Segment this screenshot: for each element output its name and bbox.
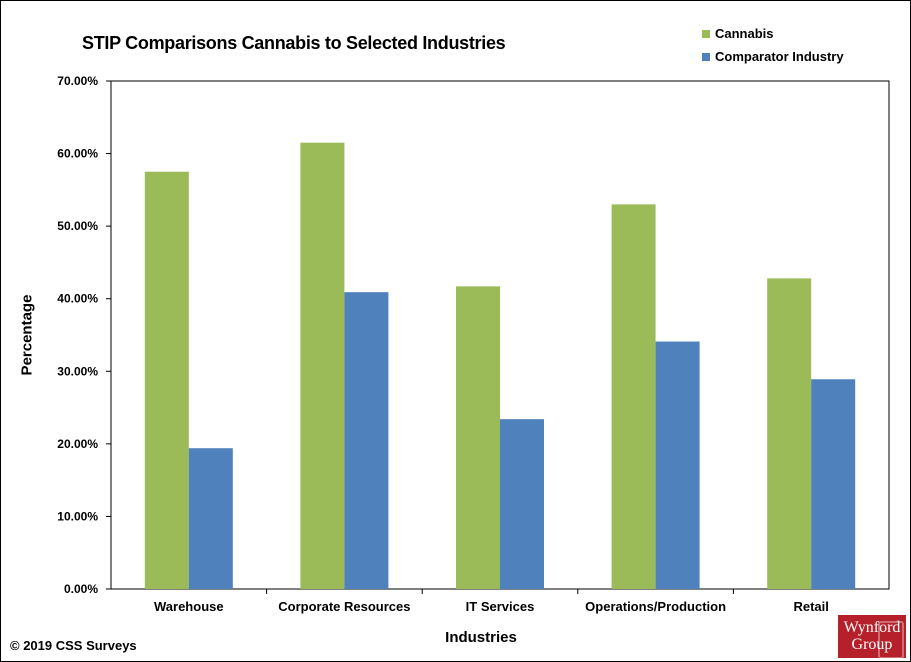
- x-tick-label: Warehouse: [154, 599, 224, 614]
- logo-line-1: Wynford: [843, 619, 901, 636]
- copyright-text: © 2019 CSS Surveys: [10, 638, 137, 653]
- bar-cannabis: [144, 171, 189, 589]
- legend-swatch-cannabis: [702, 29, 710, 38]
- legend-item-comparator: Comparator Industry: [702, 45, 844, 68]
- wynford-group-logo: Wynford Group: [838, 615, 906, 658]
- y-tick-label: 40.00%: [57, 292, 98, 306]
- bar-comparator: [188, 448, 233, 589]
- bar-cannabis: [611, 204, 656, 589]
- x-tick-label: Retail: [793, 599, 828, 614]
- y-tick-label: 70.00%: [57, 74, 98, 88]
- bar-cannabis: [300, 142, 345, 589]
- bar-comparator: [344, 292, 389, 589]
- legend-label-comparator: Comparator Industry: [715, 49, 844, 64]
- y-tick-label: 50.00%: [57, 219, 98, 233]
- legend-swatch-comparator: [702, 52, 710, 61]
- y-tick-label: 20.00%: [57, 437, 98, 451]
- y-tick-label: 0.00%: [64, 582, 98, 596]
- chart-legend: Cannabis Comparator Industry: [702, 22, 844, 68]
- logo-line-2: Group: [851, 636, 893, 653]
- x-tick-label: Operations/Production: [585, 599, 726, 614]
- y-tick-label: 10.00%: [57, 509, 98, 523]
- bar-cannabis: [767, 278, 812, 589]
- bar-comparator: [811, 379, 856, 589]
- bar-comparator: [500, 419, 544, 589]
- y-tick-label: 60.00%: [57, 147, 98, 161]
- bar-cannabis: [456, 286, 500, 589]
- legend-item-cannabis: Cannabis: [702, 22, 844, 45]
- x-tick-label: Corporate Resources: [278, 599, 410, 614]
- x-axis-label: Industries: [445, 629, 517, 646]
- x-tick-label: IT Services: [466, 599, 535, 614]
- y-axis-label: Percentage: [18, 294, 36, 376]
- chart-title: STIP Comparisons Cannabis to Selected In…: [82, 33, 506, 53]
- bar-comparator: [655, 341, 700, 589]
- y-tick-label: 30.00%: [57, 364, 98, 378]
- legend-label-cannabis: Cannabis: [715, 26, 774, 41]
